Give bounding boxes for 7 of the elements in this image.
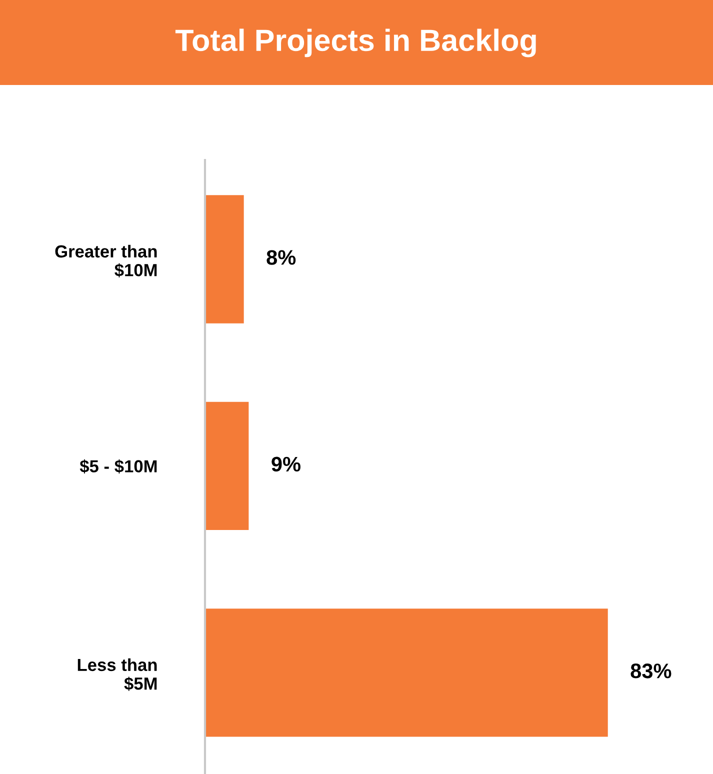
y-tick-label: $5 - $10M xyxy=(80,459,157,474)
data-label: 83% xyxy=(630,664,672,678)
chart-title: Total Projects in Backlog xyxy=(175,28,536,58)
data-label: 9% xyxy=(272,456,300,472)
y-tick-label: Less than $5M xyxy=(78,658,157,691)
y-tick-label: Greater than $10M xyxy=(55,244,157,278)
data-label: 8% xyxy=(266,250,296,265)
